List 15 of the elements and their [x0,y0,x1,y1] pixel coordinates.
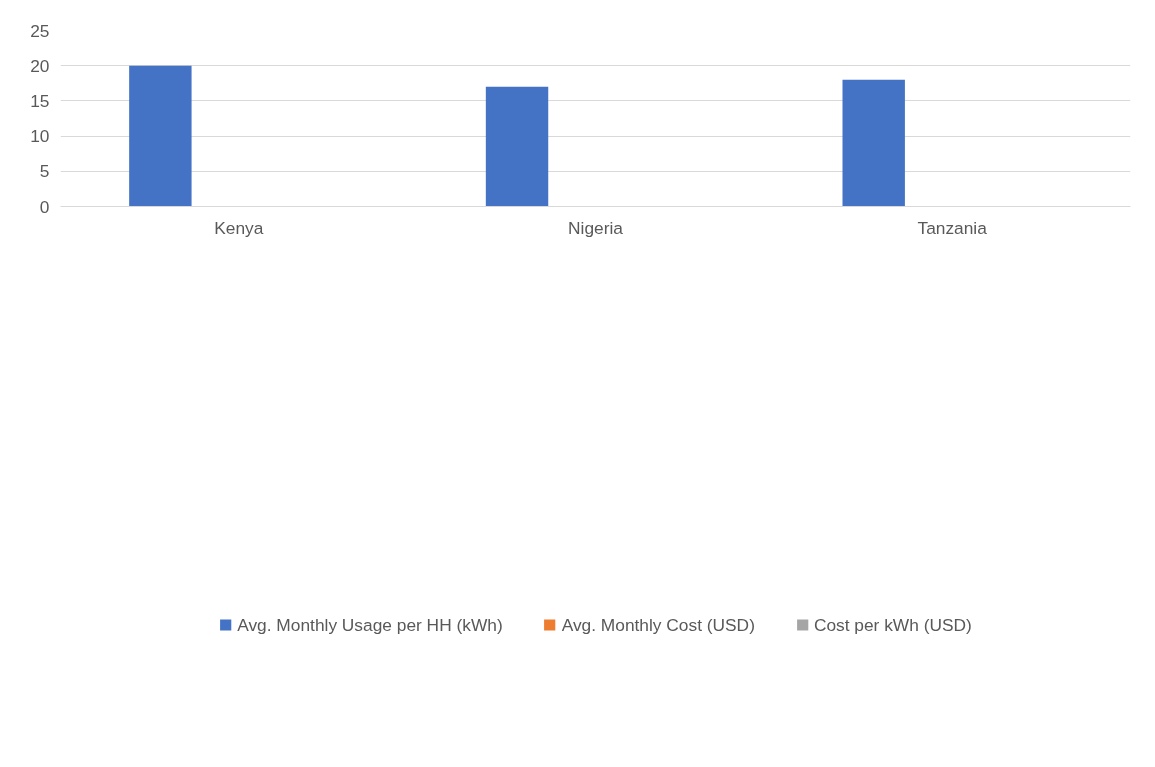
bar [129,65,192,207]
legend-label: Cost per kWh (USD) [813,614,972,636]
bar [842,79,905,207]
y-tick-label: 10 [30,126,50,147]
x-tick-label: Nigeria [568,217,624,238]
legend-label: Avg. Monthly Usage per HH (kWh) [237,614,503,636]
x-tick-label: Kenya [214,217,264,238]
y-tick-label: 20 [30,55,50,76]
bar [485,86,549,207]
y-tick-label: 0 [39,196,50,217]
legend-label: Avg. Monthly Cost (USD) [561,614,755,636]
y-tick-label: 15 [30,90,50,111]
y-tick-label: 5 [39,161,50,182]
x-tick-label: Tanzania [917,217,988,238]
y-tick-label: 25 [30,20,50,41]
